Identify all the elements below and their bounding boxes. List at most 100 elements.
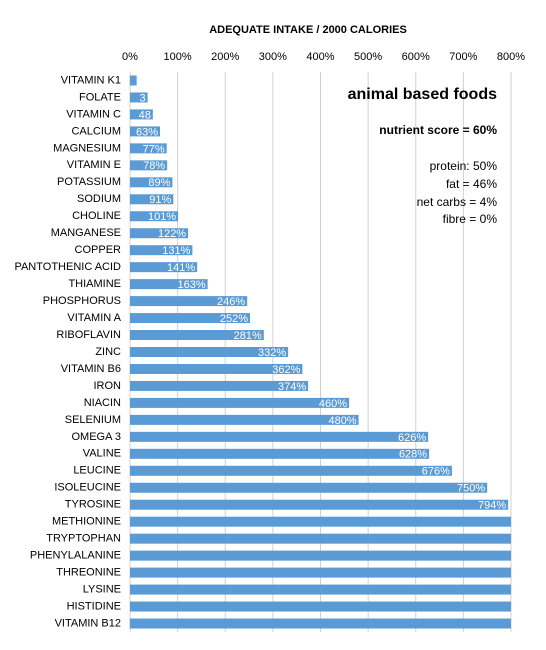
bar bbox=[130, 143, 167, 154]
y-tick-label: VALINE bbox=[83, 448, 121, 460]
value-label: 48 bbox=[139, 109, 151, 121]
x-tick-label: 100% bbox=[164, 51, 192, 63]
y-tick-label: IRON bbox=[94, 380, 122, 392]
y-tick-label: MANGANESE bbox=[51, 227, 121, 239]
value-label: 281% bbox=[234, 330, 262, 342]
value-label: 246% bbox=[217, 296, 245, 308]
value-label: 750% bbox=[457, 483, 485, 495]
value-label: 628% bbox=[399, 449, 427, 461]
bar bbox=[130, 262, 198, 273]
y-tick-label: PHENYLALANINE bbox=[30, 550, 121, 562]
value-label: 89% bbox=[148, 177, 170, 189]
bar bbox=[130, 211, 179, 222]
y-tick-label: RIBOFLAVIN bbox=[56, 329, 121, 341]
value-label: 131% bbox=[162, 245, 190, 257]
x-tick-label: 800% bbox=[497, 51, 525, 63]
bar bbox=[130, 414, 359, 425]
value-label: 122% bbox=[158, 228, 186, 240]
bar bbox=[130, 550, 511, 561]
y-tick-label: VITAMIN E bbox=[67, 159, 121, 171]
annotation: nutrient score = 60% bbox=[379, 123, 497, 137]
x-tick-label: 600% bbox=[402, 51, 430, 63]
bar bbox=[130, 177, 173, 188]
bar bbox=[130, 347, 289, 357]
bar bbox=[130, 601, 511, 612]
y-tick-label: POTASSIUM bbox=[57, 176, 121, 188]
y-tick-label: OMEGA 3 bbox=[71, 431, 121, 443]
y-tick-label: VITAMIN B6 bbox=[61, 363, 121, 375]
bar bbox=[130, 533, 511, 544]
value-label: 676% bbox=[422, 466, 450, 478]
annotation: net carbs = 4% bbox=[417, 195, 498, 209]
y-tick-label: TRYPTOPHAN bbox=[46, 533, 121, 545]
y-tick-label: SODIUM bbox=[77, 193, 121, 205]
y-tick-label: METHIONINE bbox=[52, 516, 121, 528]
y-tick-label: MAGNESIUM bbox=[53, 142, 121, 154]
bar bbox=[130, 363, 303, 374]
y-tick-label: THREONINE bbox=[56, 567, 121, 579]
bar bbox=[130, 330, 264, 341]
y-tick-label: VITAMIN K1 bbox=[61, 74, 121, 86]
y-tick-label: CALCIUM bbox=[71, 125, 121, 137]
bar bbox=[130, 245, 193, 256]
value-label: 480% bbox=[328, 415, 356, 427]
bar bbox=[130, 160, 168, 171]
bar bbox=[130, 75, 137, 86]
value-label: 626% bbox=[398, 432, 426, 444]
annotation: fibre = 0% bbox=[443, 212, 498, 226]
bar bbox=[130, 296, 248, 307]
x-tick-label: 400% bbox=[306, 51, 334, 63]
value-label: 101% bbox=[148, 211, 176, 223]
y-tick-label: LYSINE bbox=[83, 583, 121, 595]
y-tick-label: HISTIDINE bbox=[67, 600, 121, 612]
y-tick-label: LEUCINE bbox=[73, 465, 121, 477]
y-tick-label: COPPER bbox=[75, 244, 122, 256]
x-tick-label: 200% bbox=[211, 51, 239, 63]
bar bbox=[130, 431, 429, 442]
bar bbox=[130, 516, 511, 527]
bar bbox=[130, 584, 511, 595]
y-tick-label: FOLATE bbox=[79, 91, 121, 103]
bar bbox=[130, 482, 488, 493]
bar bbox=[130, 92, 148, 103]
value-label: 362% bbox=[272, 364, 300, 376]
y-tick-label: ZINC bbox=[95, 346, 121, 358]
value-label: 3 bbox=[139, 92, 145, 104]
y-tick-label: THIAMINE bbox=[68, 278, 121, 290]
y-tick-label: SELENIUM bbox=[65, 414, 121, 426]
value-label: 252% bbox=[220, 313, 248, 325]
value-label: 374% bbox=[278, 381, 306, 393]
bar bbox=[130, 567, 511, 578]
value-label: 91% bbox=[149, 194, 171, 206]
y-tick-label: CHOLINE bbox=[72, 210, 121, 222]
chart-title: ADEQUATE INTAKE / 2000 CALORIES bbox=[209, 24, 407, 36]
y-tick-label: TYROSINE bbox=[65, 499, 121, 511]
y-tick-label: VITAMIN C bbox=[66, 108, 121, 120]
bar bbox=[130, 465, 452, 476]
y-tick-label: NIACIN bbox=[84, 397, 121, 409]
annotation: fat = 46% bbox=[446, 177, 497, 191]
bar bbox=[130, 380, 309, 391]
bar bbox=[130, 397, 350, 408]
value-label: 163% bbox=[177, 279, 205, 291]
y-tick-label: ISOLEUCINE bbox=[54, 482, 121, 494]
y-tick-label: PANTOTHENIC ACID bbox=[14, 261, 121, 273]
value-label: 63% bbox=[136, 126, 158, 138]
annotation: animal based foods bbox=[348, 86, 497, 103]
annotation: protein: 50% bbox=[430, 159, 498, 173]
value-label: 141% bbox=[167, 262, 195, 274]
bar bbox=[130, 618, 511, 629]
bar bbox=[130, 279, 208, 290]
y-tick-label: VITAMIN B12 bbox=[55, 617, 121, 629]
y-tick-label: PHOSPHORUS bbox=[43, 295, 121, 307]
x-tick-label: 700% bbox=[449, 51, 477, 63]
x-tick-label: 300% bbox=[259, 51, 287, 63]
value-label: 332% bbox=[258, 347, 286, 359]
value-label: 78% bbox=[143, 160, 165, 172]
x-tick-label: 0% bbox=[122, 51, 138, 63]
bar bbox=[130, 499, 509, 510]
bar bbox=[130, 448, 430, 459]
bar bbox=[130, 194, 174, 205]
x-tick-label: 500% bbox=[354, 51, 382, 63]
